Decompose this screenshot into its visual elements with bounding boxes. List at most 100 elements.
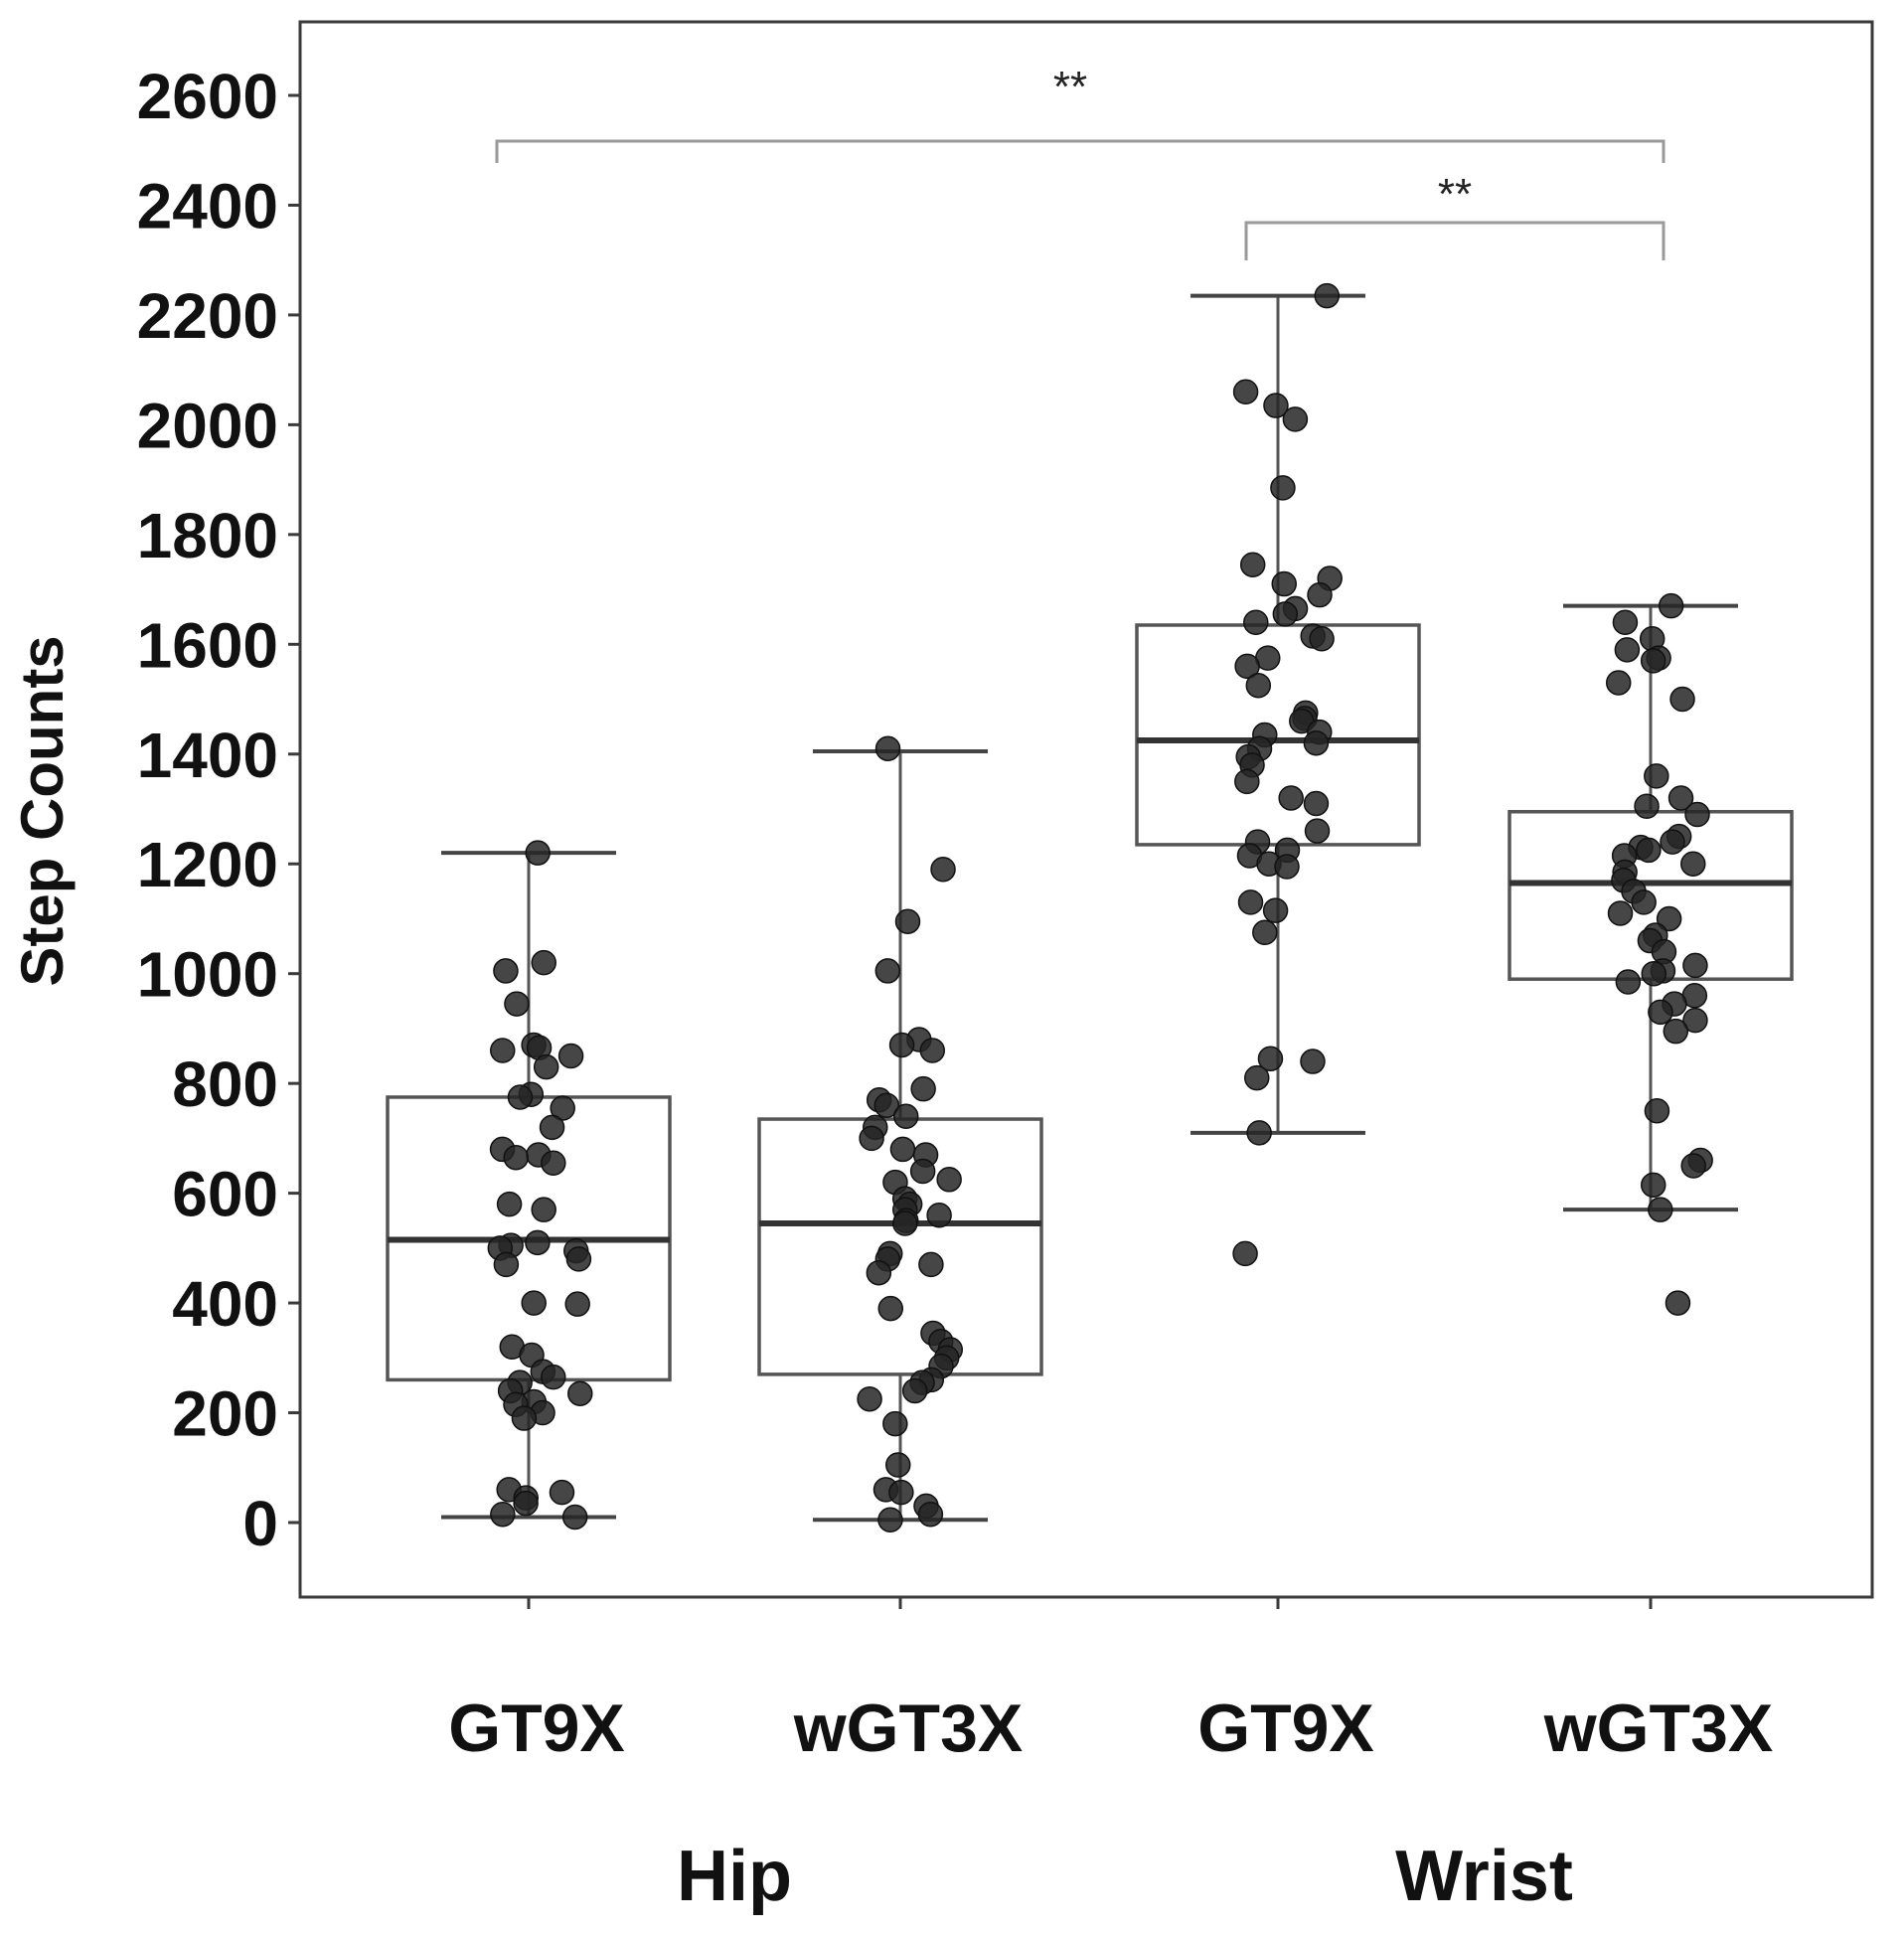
data-point bbox=[901, 1377, 928, 1404]
data-point bbox=[541, 1364, 566, 1390]
data-point bbox=[1669, 686, 1695, 713]
significance-bracket bbox=[1244, 221, 1666, 260]
data-point bbox=[561, 1504, 588, 1530]
data-point bbox=[1309, 626, 1335, 652]
data-point bbox=[930, 857, 956, 883]
data-point bbox=[531, 949, 556, 976]
data-point bbox=[567, 1380, 593, 1406]
data-point bbox=[513, 1490, 539, 1517]
y-tick-label: 2200 bbox=[137, 280, 278, 352]
data-point bbox=[1252, 919, 1278, 946]
data-point bbox=[490, 1501, 516, 1528]
y-tick-label: 2000 bbox=[137, 390, 278, 461]
data-point bbox=[1667, 785, 1694, 811]
data-point bbox=[917, 1501, 944, 1528]
data-point bbox=[1245, 672, 1272, 699]
data-point bbox=[1270, 475, 1296, 501]
data-point bbox=[1300, 1048, 1326, 1074]
y-axis-title: Step Counts bbox=[9, 635, 76, 986]
data-point bbox=[892, 1103, 919, 1130]
data-point bbox=[1234, 768, 1260, 795]
data-point bbox=[564, 1291, 590, 1317]
data-point bbox=[511, 1405, 538, 1431]
data-point bbox=[525, 840, 551, 866]
y-tick-label: 400 bbox=[172, 1268, 278, 1340]
data-point bbox=[521, 1290, 547, 1316]
y-tick-label: 1800 bbox=[137, 500, 278, 571]
box-hip-wgt3x bbox=[757, 749, 1043, 1523]
data-point bbox=[1644, 1098, 1670, 1124]
data-point bbox=[1314, 282, 1341, 309]
y-tick-label: 1200 bbox=[137, 829, 278, 900]
data-point bbox=[1274, 854, 1300, 880]
data-point bbox=[490, 1038, 516, 1063]
data-point bbox=[1660, 829, 1685, 855]
y-tick-label: 1600 bbox=[137, 609, 278, 681]
data-point bbox=[507, 1084, 534, 1110]
y-tick-label: 1400 bbox=[137, 720, 278, 791]
data-point bbox=[533, 1053, 559, 1080]
data-point bbox=[888, 1032, 915, 1058]
data-point bbox=[493, 1251, 520, 1278]
data-point bbox=[859, 1125, 884, 1152]
data-point bbox=[894, 908, 921, 934]
data-point bbox=[1682, 1007, 1708, 1034]
y-tick-label: 800 bbox=[172, 1048, 278, 1120]
x-tick-label: GT9X bbox=[1197, 1691, 1374, 1766]
data-point bbox=[565, 1246, 592, 1272]
data-point bbox=[1682, 952, 1708, 979]
x-group-label: Hip bbox=[677, 1837, 792, 1916]
data-point bbox=[1271, 570, 1297, 597]
data-point bbox=[1303, 729, 1330, 756]
data-point bbox=[1232, 379, 1259, 404]
data-point bbox=[1304, 818, 1331, 844]
data-point bbox=[1278, 785, 1304, 811]
data-point bbox=[1684, 801, 1710, 828]
data-point bbox=[857, 1385, 882, 1412]
data-point bbox=[1680, 851, 1706, 877]
significance-bracket bbox=[495, 139, 1666, 163]
data-point bbox=[1680, 1153, 1706, 1179]
data-point bbox=[1282, 406, 1309, 432]
x-tick-label: GT9X bbox=[448, 1691, 625, 1766]
data-point bbox=[918, 1251, 944, 1278]
y-tick-label: 2600 bbox=[137, 61, 278, 132]
data-point bbox=[496, 1191, 523, 1217]
data-point bbox=[889, 1136, 916, 1163]
data-point bbox=[874, 735, 901, 761]
y-tick-label: 200 bbox=[172, 1378, 278, 1450]
data-point bbox=[1631, 889, 1657, 915]
data-point bbox=[874, 958, 901, 984]
y-tick-label: 1000 bbox=[137, 939, 278, 1011]
plot-frame bbox=[298, 20, 1874, 1599]
data-point bbox=[866, 1259, 892, 1286]
data-point bbox=[1303, 790, 1330, 817]
data-point bbox=[936, 1167, 962, 1193]
data-point bbox=[1656, 905, 1682, 932]
data-point bbox=[1648, 1197, 1673, 1222]
data-point bbox=[884, 1452, 911, 1478]
data-point bbox=[539, 1114, 565, 1141]
data-point bbox=[1257, 1046, 1284, 1072]
data-point bbox=[888, 1479, 914, 1506]
data-point bbox=[1263, 393, 1289, 418]
data-point bbox=[1243, 609, 1269, 635]
data-point bbox=[1636, 837, 1662, 864]
data-point bbox=[503, 1144, 529, 1171]
data-point bbox=[541, 1150, 566, 1176]
data-point bbox=[1307, 581, 1333, 608]
data-point bbox=[525, 1229, 551, 1256]
data-point bbox=[550, 1095, 575, 1121]
data-point bbox=[1634, 793, 1660, 819]
data-point bbox=[1648, 999, 1673, 1026]
data-point bbox=[919, 1038, 946, 1063]
data-point bbox=[877, 1295, 904, 1322]
data-point bbox=[1607, 900, 1634, 926]
data-point bbox=[1605, 670, 1632, 696]
x-tick-label: wGT3X bbox=[1543, 1691, 1774, 1766]
data-point bbox=[531, 1197, 556, 1222]
data-point bbox=[1237, 889, 1264, 915]
x-group-label: Wrist bbox=[1395, 1837, 1573, 1916]
significance-label: ** bbox=[1438, 170, 1472, 219]
